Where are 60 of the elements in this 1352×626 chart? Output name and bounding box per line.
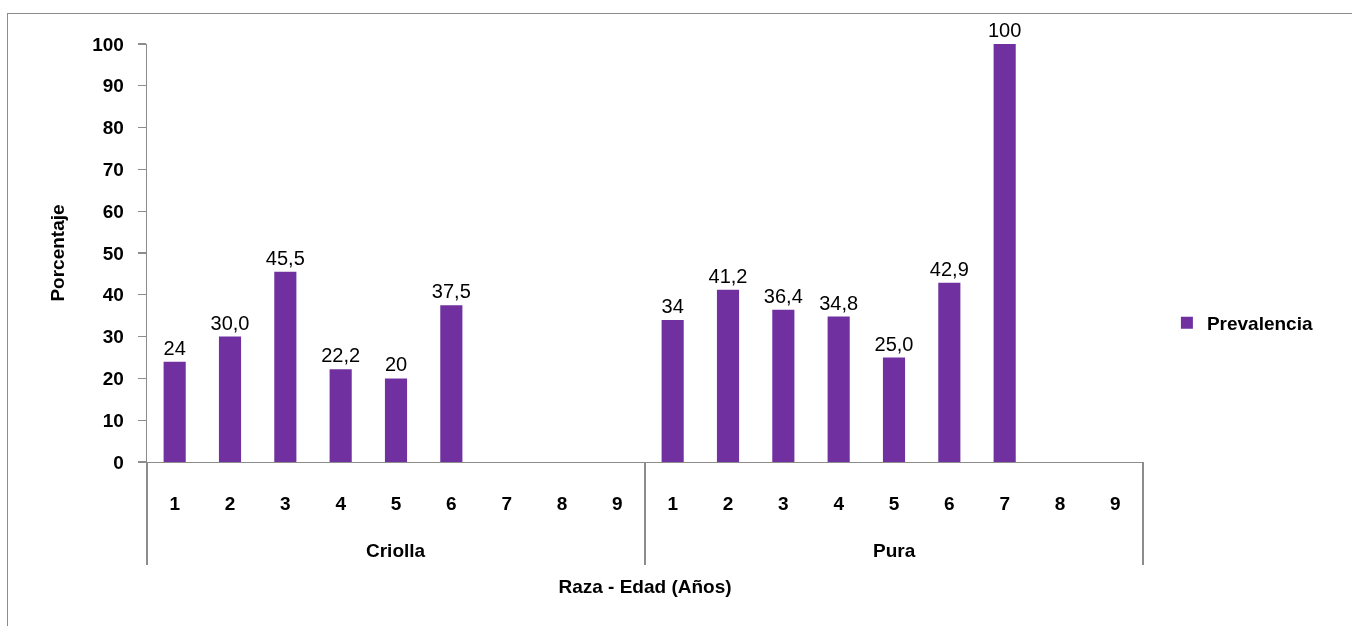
- x-tick-label: 4: [335, 493, 347, 515]
- bar: [329, 369, 352, 462]
- x-tick-label: 7: [501, 493, 512, 515]
- bar: [938, 282, 961, 462]
- bar: [274, 271, 297, 462]
- bar: [661, 319, 684, 462]
- x-tick-label: 3: [778, 493, 789, 515]
- bar: [827, 316, 850, 462]
- y-tick-label: 70: [102, 159, 124, 181]
- data-label: 34: [661, 294, 684, 317]
- y-tick-label: 90: [102, 75, 124, 97]
- data-label: 42,9: [929, 257, 969, 280]
- text: Criolla: [366, 540, 426, 561]
- x-tick-label: 8: [1054, 493, 1066, 515]
- bar: [993, 44, 1016, 462]
- data-label: 22,2: [321, 344, 361, 367]
- x-tick-label: 8: [556, 493, 568, 515]
- data-label: 100: [987, 19, 1022, 41]
- x-tick-label: 5: [888, 493, 900, 515]
- x-tick-label: 5: [390, 493, 402, 515]
- y-tick-label: 30: [102, 326, 124, 348]
- x-tick-label: 9: [1110, 493, 1121, 515]
- x-tick-label: 6: [944, 493, 955, 515]
- y-tick-label: 0: [113, 451, 124, 473]
- x-axis-title: Raza - Edad (Años): [558, 575, 732, 597]
- x-tick-label: 2: [722, 493, 734, 515]
- x-tick-label: 3: [280, 493, 291, 515]
- y-tick-label: 50: [102, 242, 124, 264]
- data-label: 30,0: [210, 311, 250, 334]
- x-tick-label: 9: [612, 493, 623, 515]
- bar: [440, 305, 463, 462]
- data-label: 25,0: [874, 332, 914, 355]
- bar: [218, 336, 242, 462]
- data-label: 34,8: [819, 291, 859, 314]
- y-tick-label: 10: [102, 409, 124, 431]
- y-tick-label: 100: [92, 33, 124, 55]
- bar: [384, 378, 408, 462]
- data-label: 20: [384, 353, 408, 376]
- data-label: 24: [163, 336, 186, 359]
- y-tick-label: 40: [102, 284, 124, 306]
- text: Pura: [873, 540, 916, 561]
- y-tick-label: 80: [102, 117, 124, 139]
- data-label: 41,2: [708, 264, 748, 287]
- bar: [716, 289, 740, 462]
- x-tick-label: 1: [169, 493, 181, 515]
- legend-label: Prevalencia: [1206, 313, 1313, 335]
- x-tick-label: 4: [833, 493, 845, 515]
- bar: [882, 357, 906, 462]
- x-tick-label: 2: [224, 493, 236, 515]
- y-tick-label: 20: [102, 368, 124, 390]
- data-label: 45,5: [265, 246, 305, 269]
- bar: [772, 309, 795, 462]
- y-tick-label: 60: [102, 200, 124, 222]
- x-tick-label: 6: [446, 493, 457, 515]
- bar: [163, 361, 186, 462]
- x-tick-label: 1: [667, 493, 679, 515]
- y-axis-title: Porcentaje: [47, 204, 69, 302]
- data-label: 37,5: [431, 280, 471, 303]
- x-tick-label: 7: [999, 493, 1010, 515]
- data-label: 36,4: [763, 284, 803, 307]
